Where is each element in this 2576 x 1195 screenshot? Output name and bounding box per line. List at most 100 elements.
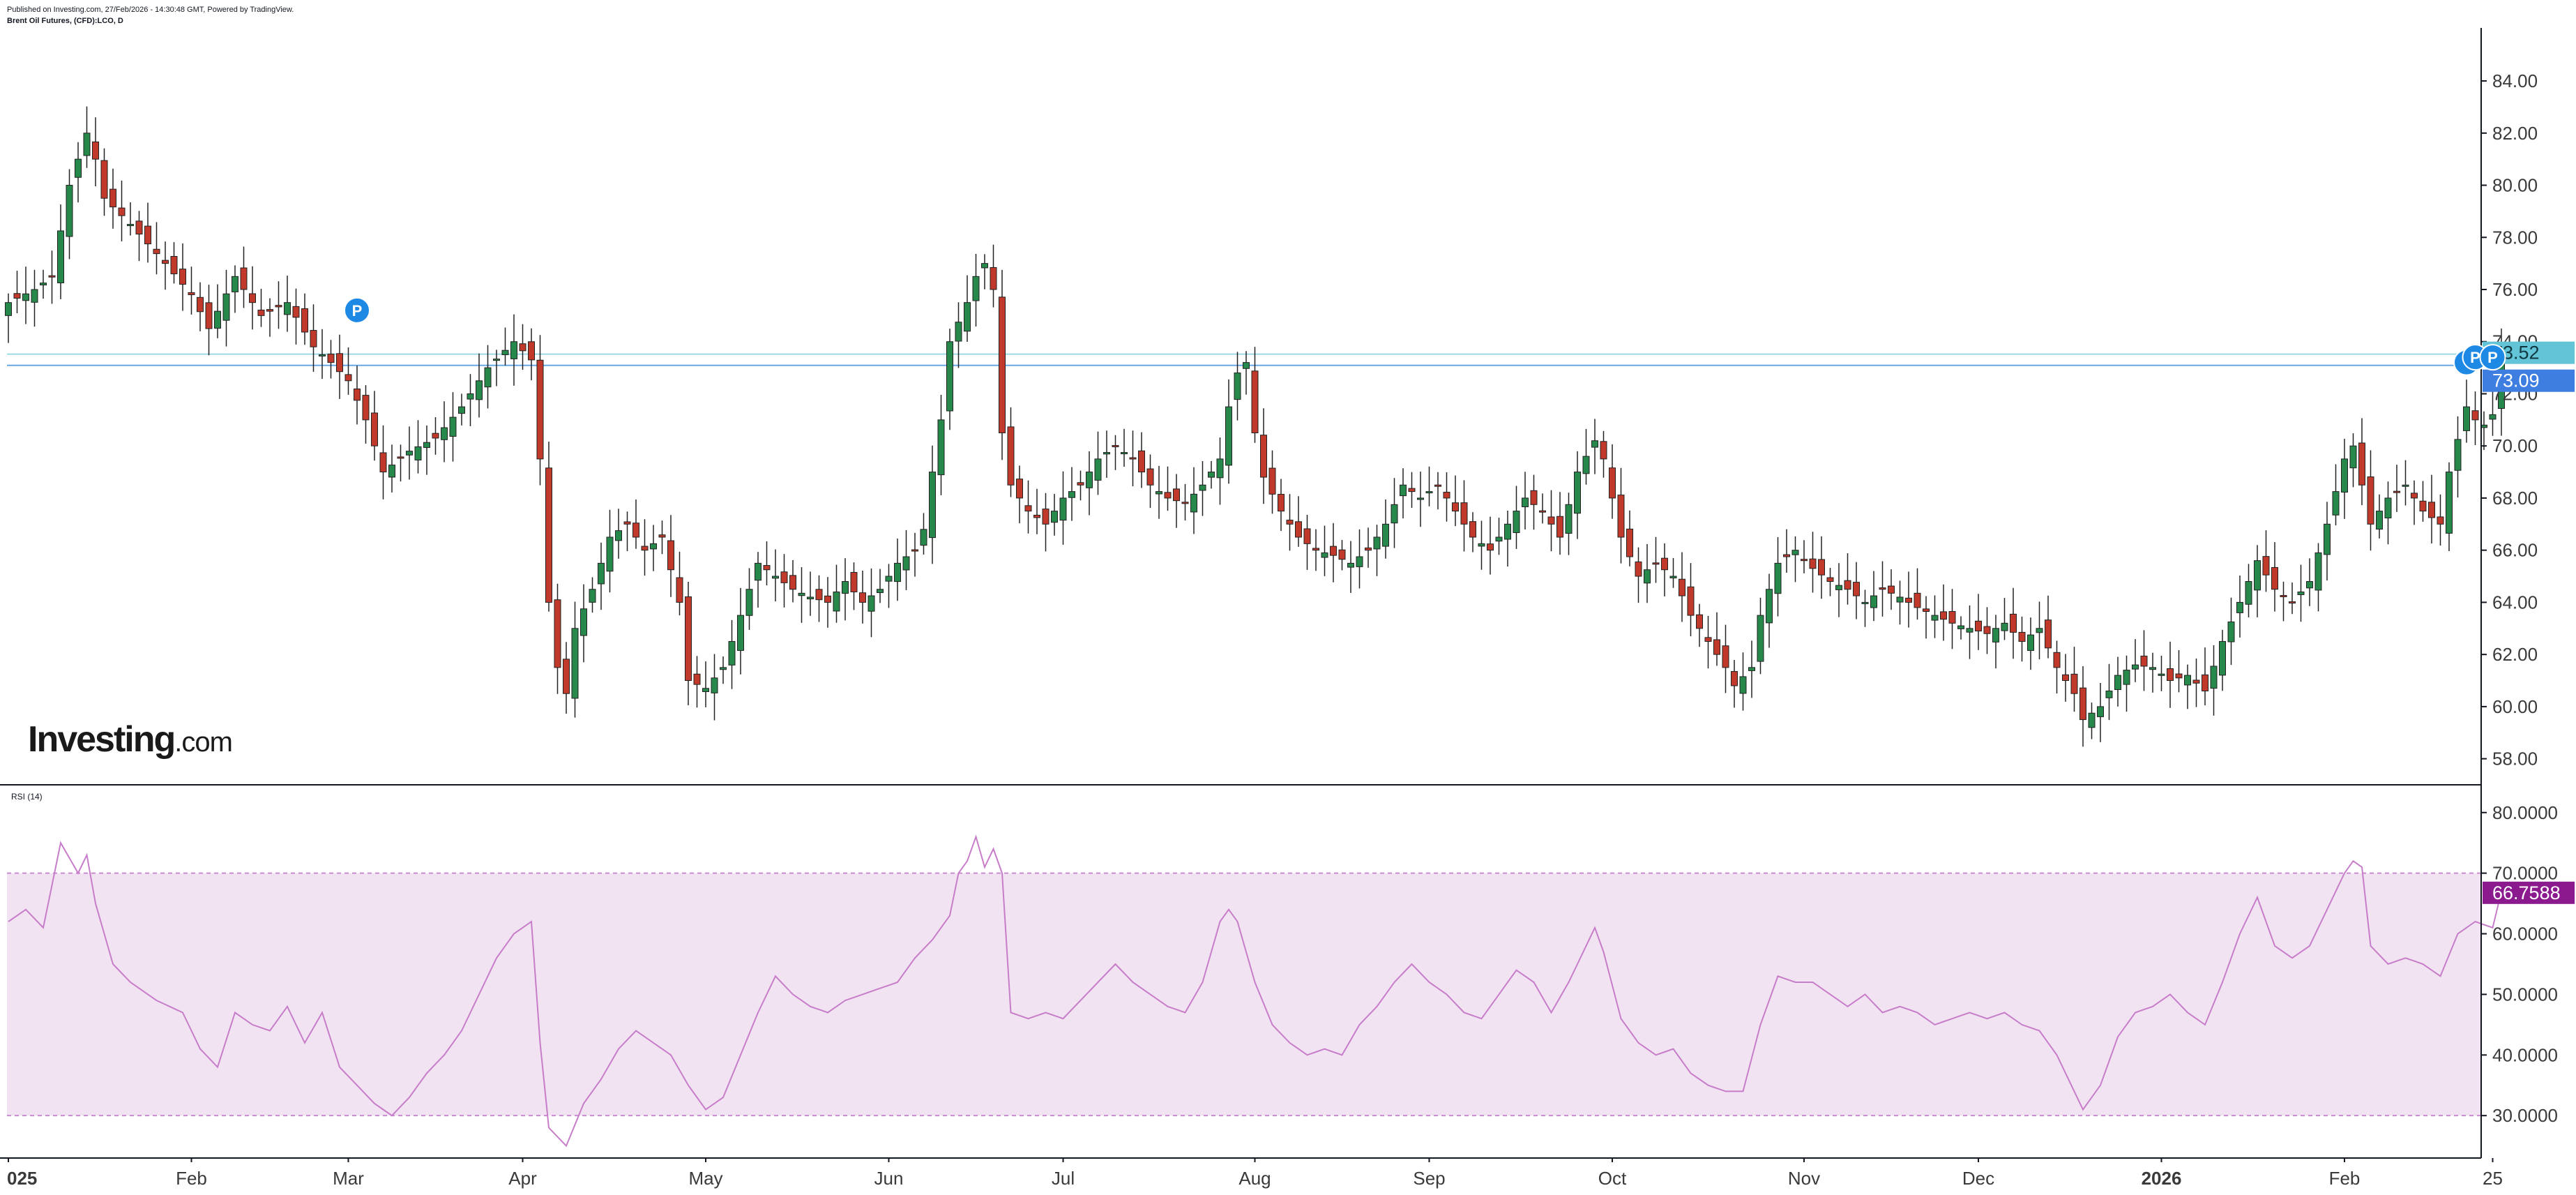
candle-up[interactable] <box>1774 562 1782 594</box>
candle-down[interactable] <box>1783 554 1790 557</box>
candle-down[interactable] <box>1077 482 1084 486</box>
candle-up[interactable] <box>1931 615 1939 621</box>
candle-up[interactable] <box>1861 601 1869 604</box>
candle-up[interactable] <box>702 688 709 692</box>
candle-up[interactable] <box>2349 445 2357 469</box>
candle-down[interactable] <box>2018 631 2026 642</box>
event-markers[interactable]: PP P <box>344 296 2506 376</box>
candle-down[interactable] <box>1268 467 1276 495</box>
candle-up[interactable] <box>1356 556 1363 567</box>
candle-down[interactable] <box>2471 410 2479 421</box>
candle-up[interactable] <box>2463 406 2470 431</box>
candle-down[interactable] <box>118 207 126 216</box>
rsi-line[interactable] <box>8 834 2502 1148</box>
candle-down[interactable] <box>1626 528 1633 557</box>
candle-down[interactable] <box>1731 671 1738 686</box>
candle-down[interactable] <box>2428 502 2435 518</box>
candle-up[interactable] <box>745 589 753 616</box>
candle-up[interactable] <box>57 230 64 283</box>
candle-down[interactable] <box>1278 494 1285 512</box>
candle-down[interactable] <box>528 341 535 361</box>
candle-down[interactable] <box>1530 490 1538 505</box>
candle-up[interactable] <box>2027 634 2034 651</box>
candle-down[interactable] <box>2437 516 2444 525</box>
candle-down[interactable] <box>188 292 195 295</box>
candle-up[interactable] <box>1669 576 1677 578</box>
candle-up[interactable] <box>1896 596 1904 603</box>
candle-up[interactable] <box>720 667 727 670</box>
candle-down[interactable] <box>1443 491 1450 499</box>
candle-down[interactable] <box>1923 608 1930 612</box>
candle-up[interactable] <box>598 562 605 585</box>
candle-down[interactable] <box>1434 484 1441 487</box>
candle-down[interactable] <box>205 302 213 329</box>
candle-up[interactable] <box>1591 440 1598 448</box>
candle-up[interactable] <box>1739 676 1747 694</box>
candle-up[interactable] <box>2210 666 2218 689</box>
candle-down[interactable] <box>1295 521 1302 538</box>
candle-down[interactable] <box>676 577 683 603</box>
candle-up[interactable] <box>2158 673 2165 676</box>
candle-down[interactable] <box>1042 509 1050 525</box>
candle-up[interactable] <box>1582 456 1590 474</box>
candle-up[interactable] <box>66 185 73 237</box>
candle-up[interactable] <box>2306 581 2313 589</box>
candle-up[interactable] <box>1068 491 1075 498</box>
candle-up[interactable] <box>2123 670 2130 685</box>
candle-down[interactable] <box>1635 561 1642 577</box>
candle-up[interactable] <box>222 293 230 321</box>
candle-up[interactable] <box>1966 628 1973 633</box>
candle-down[interactable] <box>2280 595 2287 598</box>
candle-down[interactable] <box>2010 613 2017 633</box>
candle-down[interactable] <box>1879 587 1886 590</box>
candle-down[interactable] <box>545 467 552 603</box>
candle-down[interactable] <box>2419 500 2427 512</box>
candle-down[interactable] <box>780 571 788 583</box>
candle-up[interactable] <box>2132 664 2139 670</box>
candle-down[interactable] <box>1286 520 1294 525</box>
candle-down[interactable] <box>1696 614 1703 629</box>
candle-down[interactable] <box>824 595 831 603</box>
candle-down[interactable] <box>763 565 771 571</box>
candle-down[interactable] <box>1138 450 1145 473</box>
candle-up[interactable] <box>2384 497 2392 519</box>
candle-up[interactable] <box>2227 621 2235 642</box>
candle-up[interactable] <box>5 302 12 316</box>
candle-up[interactable] <box>40 283 47 286</box>
candle-up[interactable] <box>214 310 221 329</box>
candle-down[interactable] <box>519 343 526 352</box>
candle-up[interactable] <box>1051 511 1058 523</box>
candle-down[interactable] <box>1365 547 1372 551</box>
candle-down[interactable] <box>1600 441 1607 460</box>
candle-up[interactable] <box>423 442 430 449</box>
candle-down[interactable] <box>153 248 160 255</box>
candle-down[interactable] <box>999 296 1006 434</box>
candle-down[interactable] <box>859 592 866 603</box>
candle-up[interactable] <box>964 302 971 332</box>
candle-up[interactable] <box>75 158 82 178</box>
candle-up[interactable] <box>842 581 849 594</box>
candle-up[interactable] <box>867 595 875 612</box>
candle-down[interactable] <box>327 354 335 363</box>
candle-up[interactable] <box>1565 504 1573 534</box>
candle-up[interactable] <box>1757 615 1764 662</box>
candle-up[interactable] <box>1094 458 1102 481</box>
candle-up[interactable] <box>1574 472 1581 514</box>
candle-up[interactable] <box>1391 504 1398 524</box>
candle-down[interactable] <box>641 546 649 551</box>
candle-down[interactable] <box>623 521 631 525</box>
candle-up[interactable] <box>1121 452 1128 455</box>
candle-down[interactable] <box>1452 502 1459 512</box>
candle-down[interactable] <box>990 266 997 290</box>
candle-up[interactable] <box>772 576 779 579</box>
candle-down[interactable] <box>310 330 317 347</box>
candle-down[interactable] <box>1460 502 1468 525</box>
candle-up[interactable] <box>885 576 893 582</box>
candle-up[interactable] <box>476 380 483 400</box>
candle-up[interactable] <box>2324 523 2331 555</box>
candle-up[interactable] <box>2489 414 2497 420</box>
candle-down[interactable] <box>2411 493 2418 499</box>
candle-down[interactable] <box>1818 559 1825 576</box>
candle-down[interactable] <box>240 267 248 290</box>
candle-down[interactable] <box>1408 488 1416 493</box>
